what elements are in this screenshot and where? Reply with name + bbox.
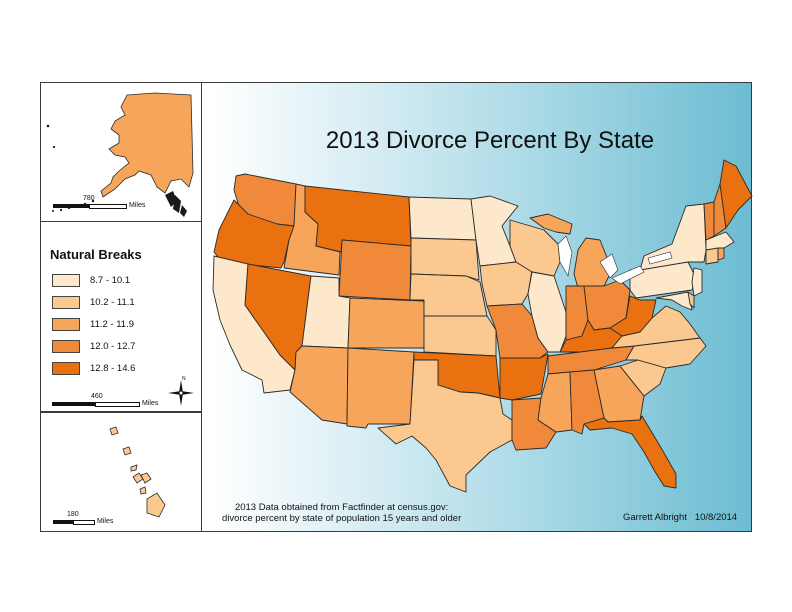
conus-scalebar-value: 460 <box>91 393 103 400</box>
state-south-carolina <box>619 359 667 397</box>
state-south-dakota <box>410 237 480 281</box>
state-michigan-up <box>529 213 573 235</box>
hawaii-scalebar <box>53 520 95 525</box>
alaska-scalebar <box>53 204 127 209</box>
alaska-panhandle-islands <box>165 191 187 217</box>
state-florida <box>583 415 677 489</box>
source-note-line-1: 2013 Data obtained from Factfinder at ce… <box>234 502 449 513</box>
state-hawaii <box>109 426 166 518</box>
state-new-mexico <box>346 347 415 429</box>
state-texas <box>377 359 513 493</box>
legend-label: 12.0 - 12.7 <box>90 341 136 352</box>
legend-swatch <box>52 274 80 287</box>
legend-label: 8.7 - 10.1 <box>90 275 131 286</box>
hawaii-scalebar-unit: Miles <box>97 518 114 525</box>
alaska-scalebar-unit: Miles <box>129 202 146 209</box>
state-north-dakota <box>408 196 477 241</box>
author-name: Garrett Albright <box>623 512 687 523</box>
conus-scalebar <box>52 402 140 407</box>
source-note: 2013 Data obtained from Factfinder at ce… <box>222 502 461 524</box>
legend-swatch <box>52 318 80 331</box>
state-massachusetts <box>705 231 735 251</box>
state-kansas <box>423 315 497 357</box>
conus-scalebar-unit: Miles <box>142 400 159 407</box>
north-arrow-icon: N <box>168 376 194 406</box>
north-arrow-label: N <box>182 376 186 382</box>
state-alaska <box>100 92 194 198</box>
state-illinois <box>527 271 567 353</box>
great-lakes <box>557 235 673 285</box>
author-credit: Garrett Albright 10/8/2014 <box>623 512 737 523</box>
source-note-line-2: divorce percent by state of population 1… <box>222 513 462 524</box>
state-west-virginia <box>609 295 657 337</box>
state-colorado <box>347 297 425 349</box>
state-connecticut <box>705 247 719 265</box>
state-michigan <box>573 237 613 289</box>
state-new-jersey <box>691 267 703 297</box>
legend-label: 10.2 - 11.1 <box>90 297 135 308</box>
alaska-inset: 780 Miles <box>40 82 202 222</box>
state-oregon <box>213 199 295 269</box>
alaska-scalebar-value: 780 <box>83 195 95 202</box>
legend-swatch <box>52 340 80 353</box>
state-arkansas <box>499 353 549 401</box>
map-title: 2013 Divorce Percent By State <box>325 127 655 154</box>
legend-swatch <box>52 362 80 375</box>
state-arizona <box>289 345 349 425</box>
legend-panel <box>40 222 202 412</box>
state-delaware <box>687 291 695 309</box>
map-date: 10/8/2014 <box>694 512 738 523</box>
state-iowa <box>479 261 533 307</box>
state-maine <box>719 159 753 229</box>
state-maryland <box>655 291 693 311</box>
legend-label: 11.2 - 11.9 <box>90 319 135 330</box>
state-rhode-island <box>717 247 725 261</box>
legend-label: 12.8 - 14.6 <box>90 363 136 374</box>
state-wyoming <box>338 239 412 301</box>
legend-swatch <box>52 296 80 309</box>
state-vermont <box>703 201 715 241</box>
legend-title: Natural Breaks <box>50 247 142 262</box>
hawaii-inset: 180 Miles <box>40 412 202 532</box>
hawaii-scalebar-value: 180 <box>67 511 79 518</box>
